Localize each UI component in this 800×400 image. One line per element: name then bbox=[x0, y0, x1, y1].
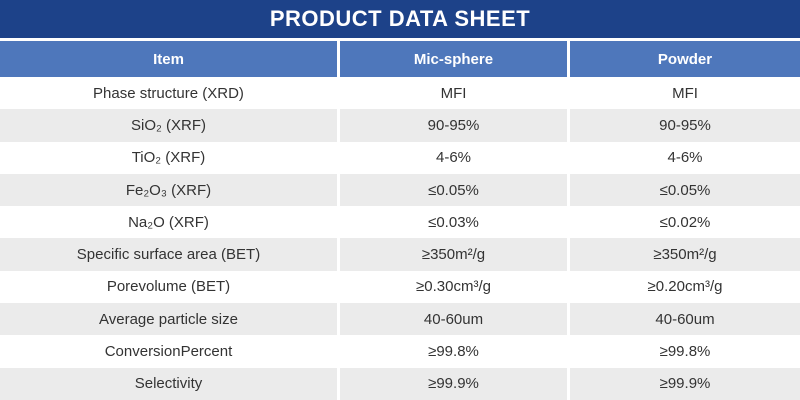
table-row: TiO₂ (XRF) 4-6% 4-6% bbox=[0, 142, 800, 174]
item-cell: ConversionPercent bbox=[104, 343, 233, 361]
powder-cell: 4-6% bbox=[667, 149, 703, 167]
mic-sphere-cell: ≤0.03% bbox=[428, 213, 479, 231]
mic-sphere-cell: 90-95% bbox=[340, 109, 567, 142]
table-row: Specific surface area (BET) ≥350m²/g ≥35… bbox=[0, 238, 800, 271]
powder-cell: 40-60um bbox=[570, 303, 800, 336]
table-row: Phase structure (XRD) MFI MFI bbox=[0, 77, 800, 109]
table-body: Phase structure (XRD) MFI MFI SiO₂ (XRF)… bbox=[0, 77, 800, 400]
mic-sphere-cell: ≥350m²/g bbox=[340, 238, 567, 271]
item-cell: Phase structure (XRD) bbox=[93, 84, 244, 102]
mic-sphere-cell: ≥99.8% bbox=[428, 343, 479, 361]
item-cell: TiO₂ (XRF) bbox=[131, 149, 206, 167]
column-header-item: Item bbox=[0, 41, 337, 77]
mic-sphere-cell: MFI bbox=[440, 84, 467, 102]
mic-sphere-cell: ≥0.30cm³/g bbox=[416, 278, 491, 296]
table-header-row: Item Mic-sphere Powder bbox=[0, 41, 800, 77]
column-header-powder: Powder bbox=[570, 41, 800, 77]
column-header-mic-sphere: Mic-sphere bbox=[340, 41, 567, 77]
powder-cell: ≥350m²/g bbox=[570, 238, 800, 271]
banner: PRODUCT DATA SHEET bbox=[0, 0, 800, 38]
powder-cell: ≥99.8% bbox=[659, 343, 711, 361]
mic-sphere-cell: ≥99.9% bbox=[340, 367, 567, 400]
item-cell: Selectivity bbox=[0, 367, 337, 400]
powder-cell: ≤0.05% bbox=[570, 173, 800, 207]
item-cell: SiO₂ (XRF) bbox=[0, 109, 337, 142]
table-row: Selectivity ≥99.9% ≥99.9% bbox=[0, 367, 800, 400]
powder-cell: ≥0.20cm³/g bbox=[647, 278, 723, 296]
powder-cell: ≥99.9% bbox=[570, 367, 800, 400]
page-title: PRODUCT DATA SHEET bbox=[269, 6, 531, 31]
mic-sphere-cell: 40-60um bbox=[340, 303, 567, 336]
item-cell: Na₂O (XRF) bbox=[128, 213, 209, 231]
table-row: SiO₂ (XRF) 90-95% 90-95% bbox=[0, 109, 800, 142]
powder-cell: ≤0.02% bbox=[659, 213, 711, 231]
mic-sphere-cell: 4-6% bbox=[435, 149, 472, 167]
table-row: Fe₂O₃ (XRF) ≤0.05% ≤0.05% bbox=[0, 173, 800, 207]
table-row: Na₂O (XRF) ≤0.03% ≤0.02% bbox=[0, 206, 800, 238]
item-cell: Porevolume (BET) bbox=[106, 278, 231, 296]
table-row: Average particle size 40-60um 40-60um bbox=[0, 303, 800, 336]
table-row: ConversionPercent ≥99.8% ≥99.8% bbox=[0, 335, 800, 367]
powder-cell: 90-95% bbox=[570, 109, 800, 142]
item-cell: Average particle size bbox=[0, 303, 337, 336]
mic-sphere-cell: ≤0.05% bbox=[340, 173, 567, 207]
table-row: Porevolume (BET) ≥0.30cm³/g ≥0.20cm³/g bbox=[0, 271, 800, 303]
powder-cell: MFI bbox=[672, 84, 698, 102]
item-cell: Fe₂O₃ (XRF) bbox=[0, 173, 337, 207]
item-cell: Specific surface area (BET) bbox=[0, 238, 337, 271]
